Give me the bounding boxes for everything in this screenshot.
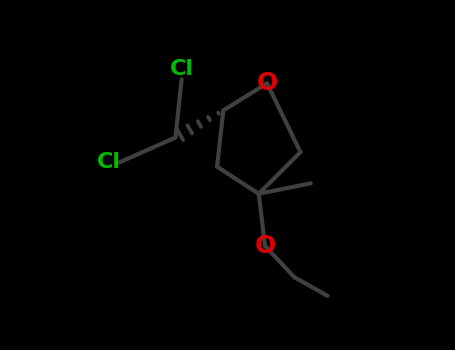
Text: Cl: Cl <box>170 59 194 79</box>
Text: O: O <box>254 234 276 258</box>
Text: Cl: Cl <box>97 153 121 173</box>
Text: O: O <box>257 71 278 95</box>
